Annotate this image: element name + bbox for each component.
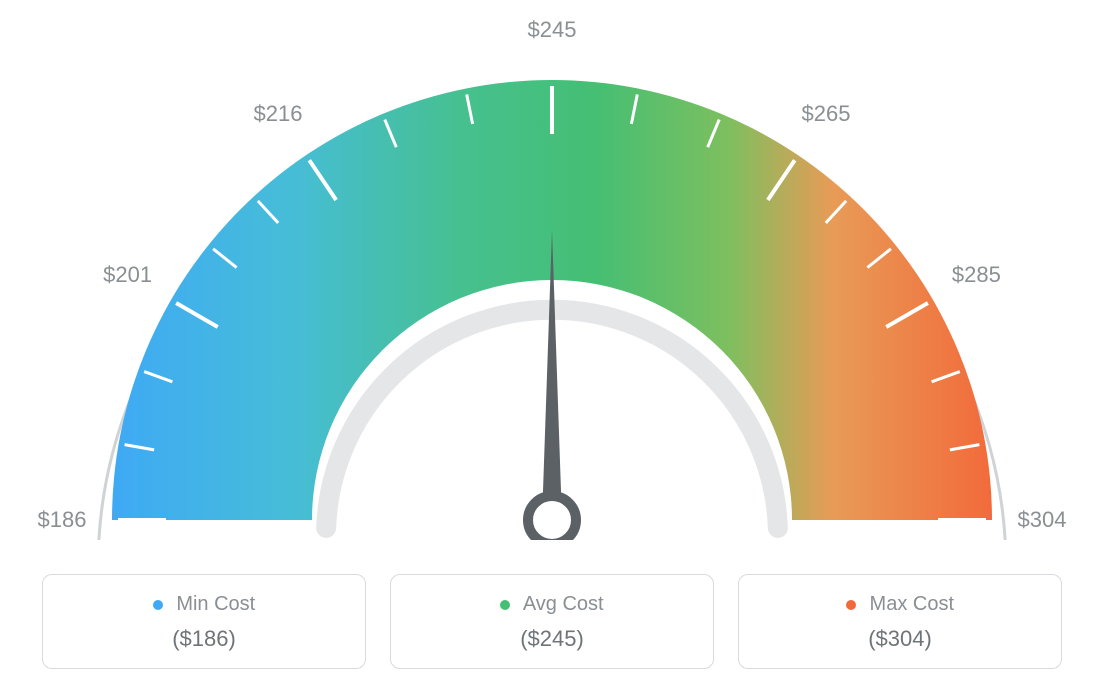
max-cost-title-row: Max Cost — [759, 593, 1041, 616]
avg-cost-card: Avg Cost ($245) — [390, 574, 714, 669]
min-cost-card: Min Cost ($186) — [42, 574, 366, 669]
min-cost-label: Min Cost — [176, 593, 255, 615]
gauge-tick-label: $265 — [802, 101, 851, 127]
gauge-svg — [22, 20, 1082, 540]
max-cost-card: Max Cost ($304) — [738, 574, 1062, 669]
gauge-tick-label: $285 — [952, 262, 1001, 288]
gauge-chart: $186 $201 $216 $245 $265 $285 $304 — [22, 20, 1082, 560]
min-cost-value: ($186) — [63, 626, 345, 652]
min-dot-icon — [153, 600, 163, 610]
avg-cost-title-row: Avg Cost — [411, 593, 693, 616]
min-cost-title-row: Min Cost — [63, 593, 345, 616]
avg-cost-value: ($245) — [411, 626, 693, 652]
avg-cost-label: Avg Cost — [523, 593, 604, 615]
gauge-tick-label: $201 — [103, 262, 152, 288]
max-dot-icon — [846, 600, 856, 610]
max-cost-label: Max Cost — [870, 593, 954, 615]
gauge-tick-label: $186 — [38, 507, 87, 533]
gauge-tick-label: $245 — [528, 17, 577, 43]
max-cost-value: ($304) — [759, 626, 1041, 652]
gauge-tick-label: $304 — [1018, 507, 1067, 533]
summary-cards: Min Cost ($186) Avg Cost ($245) Max Cost… — [42, 574, 1062, 669]
gauge-tick-label: $216 — [254, 101, 303, 127]
avg-dot-icon — [500, 600, 510, 610]
